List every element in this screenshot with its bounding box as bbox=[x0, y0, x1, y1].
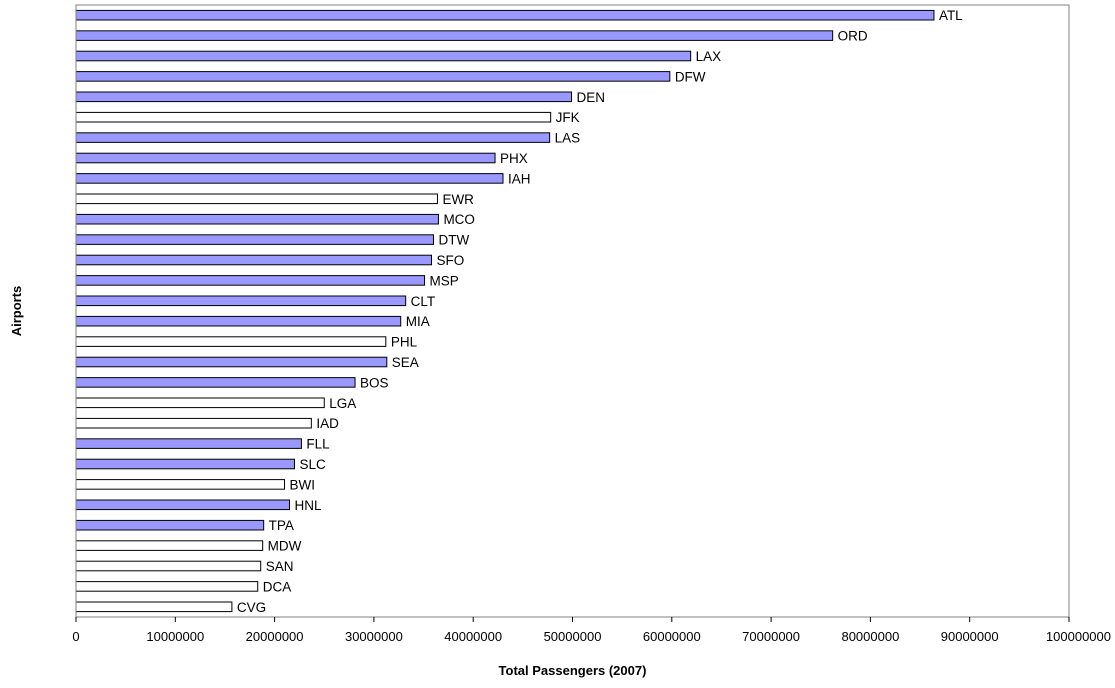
bar-label-sea: SEA bbox=[392, 355, 419, 370]
bar-sfo bbox=[75, 254, 432, 266]
bar-dfw bbox=[75, 71, 671, 82]
bar-label-phl: PHL bbox=[391, 335, 418, 350]
bar-label-slc: SLC bbox=[299, 457, 326, 472]
bar-label-bos: BOS bbox=[360, 375, 389, 390]
bar-label-fll: FLL bbox=[306, 437, 330, 452]
bar-mco bbox=[75, 213, 439, 225]
bar-label-tpa: TPA bbox=[269, 518, 294, 533]
bar-dca bbox=[75, 581, 259, 592]
bar-label-san: SAN bbox=[266, 559, 294, 574]
bar-label-iad: IAD bbox=[316, 416, 339, 431]
x-tick-label: 20000000 bbox=[246, 629, 304, 644]
bar-sea bbox=[75, 356, 388, 368]
bar-label-cvg: CVG bbox=[237, 600, 266, 615]
bar-tpa bbox=[75, 519, 265, 531]
bar-label-iah: IAH bbox=[508, 171, 531, 186]
bar-las bbox=[75, 132, 551, 143]
x-axis-ticks bbox=[75, 617, 1070, 622]
bar-san bbox=[75, 560, 262, 572]
bar-label-clt: CLT bbox=[411, 294, 436, 309]
x-axis-title: Total Passengers (2007) bbox=[499, 663, 647, 678]
bar-label-hnl: HNL bbox=[294, 498, 321, 513]
bar-iad bbox=[75, 417, 312, 429]
x-tick-label: 90000000 bbox=[941, 629, 999, 644]
bar-iah bbox=[75, 173, 504, 184]
bar-label-phx: PHX bbox=[500, 151, 528, 166]
bar-label-sfo: SFO bbox=[436, 253, 464, 268]
bar-bos bbox=[75, 377, 356, 388]
x-tick-label: 100000000 bbox=[1046, 629, 1111, 644]
bar-cvg bbox=[75, 601, 233, 613]
bars-layer bbox=[75, 9, 935, 613]
bar-mia bbox=[75, 315, 402, 327]
bar-label-las: LAS bbox=[555, 131, 581, 146]
bar-label-ewr: EWR bbox=[442, 192, 474, 207]
bar-label-dtw: DTW bbox=[438, 233, 469, 248]
x-tick-label: 50000000 bbox=[544, 629, 602, 644]
bar-labels-layer: ATL ORD LAX DFW DEN JFK LAS PHX IAH EWR MCO DTW SFO M… bbox=[237, 8, 963, 615]
bar-label-lga: LGA bbox=[329, 396, 356, 411]
bar-label-msp: MSP bbox=[430, 273, 459, 288]
bar-ord bbox=[75, 30, 834, 41]
bar-label-mco: MCO bbox=[443, 212, 475, 227]
bar-label-jfk: JFK bbox=[556, 110, 580, 125]
bar-label-mia: MIA bbox=[406, 314, 430, 329]
bar-label-dca: DCA bbox=[263, 579, 292, 594]
bar-atl bbox=[75, 9, 935, 21]
x-tick-label: 70000000 bbox=[742, 629, 800, 644]
bar-bwi bbox=[75, 479, 286, 490]
bar-dtw bbox=[75, 234, 434, 245]
bar-label-lax: LAX bbox=[696, 49, 722, 64]
bar-msp bbox=[75, 275, 426, 286]
x-tick-label: 40000000 bbox=[444, 629, 502, 644]
bar-label-atl: ATL bbox=[939, 8, 963, 23]
x-tick-label: 60000000 bbox=[643, 629, 701, 644]
x-tick-label: 30000000 bbox=[345, 629, 403, 644]
bar-label-dfw: DFW bbox=[675, 69, 706, 84]
bar-clt bbox=[75, 295, 407, 307]
bar-phl bbox=[75, 336, 387, 347]
x-axis-tick-labels: 0 10000000 20000000 30000000 40000000 5000000… bbox=[72, 629, 1111, 644]
bar-phx bbox=[75, 152, 496, 164]
bar-lga bbox=[75, 397, 325, 409]
x-tick-label: 80000000 bbox=[841, 629, 899, 644]
bar-hnl bbox=[75, 499, 290, 511]
x-tick-label: 10000000 bbox=[146, 629, 204, 644]
bar-jfk bbox=[75, 111, 552, 123]
bar-label-ord: ORD bbox=[838, 29, 868, 44]
bar-den bbox=[75, 91, 573, 103]
bar-ewr bbox=[75, 193, 438, 205]
bar-label-bwi: BWI bbox=[290, 477, 316, 492]
x-tick-label: 0 bbox=[72, 629, 79, 644]
bar-label-mdw: MDW bbox=[268, 539, 302, 554]
bar-label-den: DEN bbox=[577, 90, 606, 105]
y-axis-title: Airports bbox=[9, 286, 24, 337]
bar-slc bbox=[75, 458, 295, 470]
bar-mdw bbox=[75, 540, 264, 551]
bar-lax bbox=[75, 50, 692, 62]
bar-fll bbox=[75, 438, 302, 449]
